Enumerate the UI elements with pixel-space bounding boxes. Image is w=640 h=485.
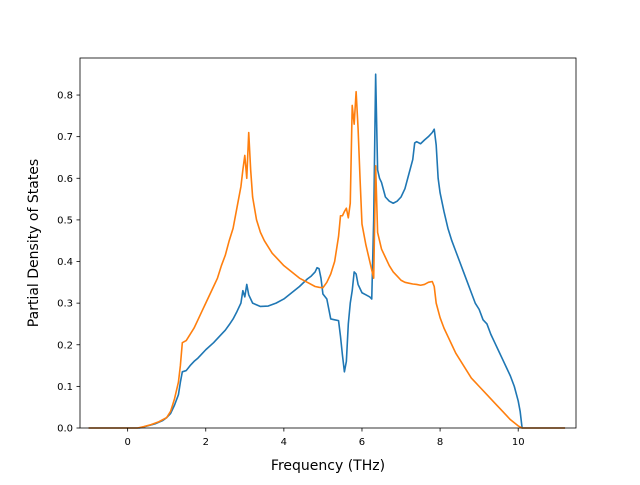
y-axis: 0.0 0.1 0.2 0.3 0.4 0.5 0.6 0.7 0.8 [57, 91, 80, 435]
y-tick-label: 0.1 [57, 382, 73, 393]
x-tick-label: 6 [359, 437, 365, 448]
x-axis-label: Frequency (THz) [271, 458, 385, 474]
y-axis-label: Partial Density of States [26, 159, 42, 327]
plot-frame [79, 57, 577, 429]
y-tick-label: 0.7 [57, 132, 73, 143]
x-tick-label: 2 [203, 437, 209, 448]
y-tick-label: 0.6 [57, 174, 73, 185]
series-line-1 [88, 73, 566, 429]
y-tick-label: 0.0 [57, 424, 73, 435]
x-tick-label: 0 [124, 437, 130, 448]
x-tick-label: 8 [437, 437, 443, 448]
x-tick-label: 4 [281, 437, 287, 448]
y-tick-label: 0.5 [57, 215, 73, 226]
y-tick-label: 0.2 [57, 340, 73, 351]
y-tick-label: 0.3 [57, 299, 73, 310]
x-tick-label: 10 [512, 437, 525, 448]
series-line-2 [88, 90, 566, 429]
plot-lines [88, 73, 566, 429]
x-axis: 0 2 4 6 8 10 [124, 428, 525, 448]
y-tick-label: 0.8 [57, 91, 73, 102]
y-tick-label: 0.4 [57, 257, 73, 268]
